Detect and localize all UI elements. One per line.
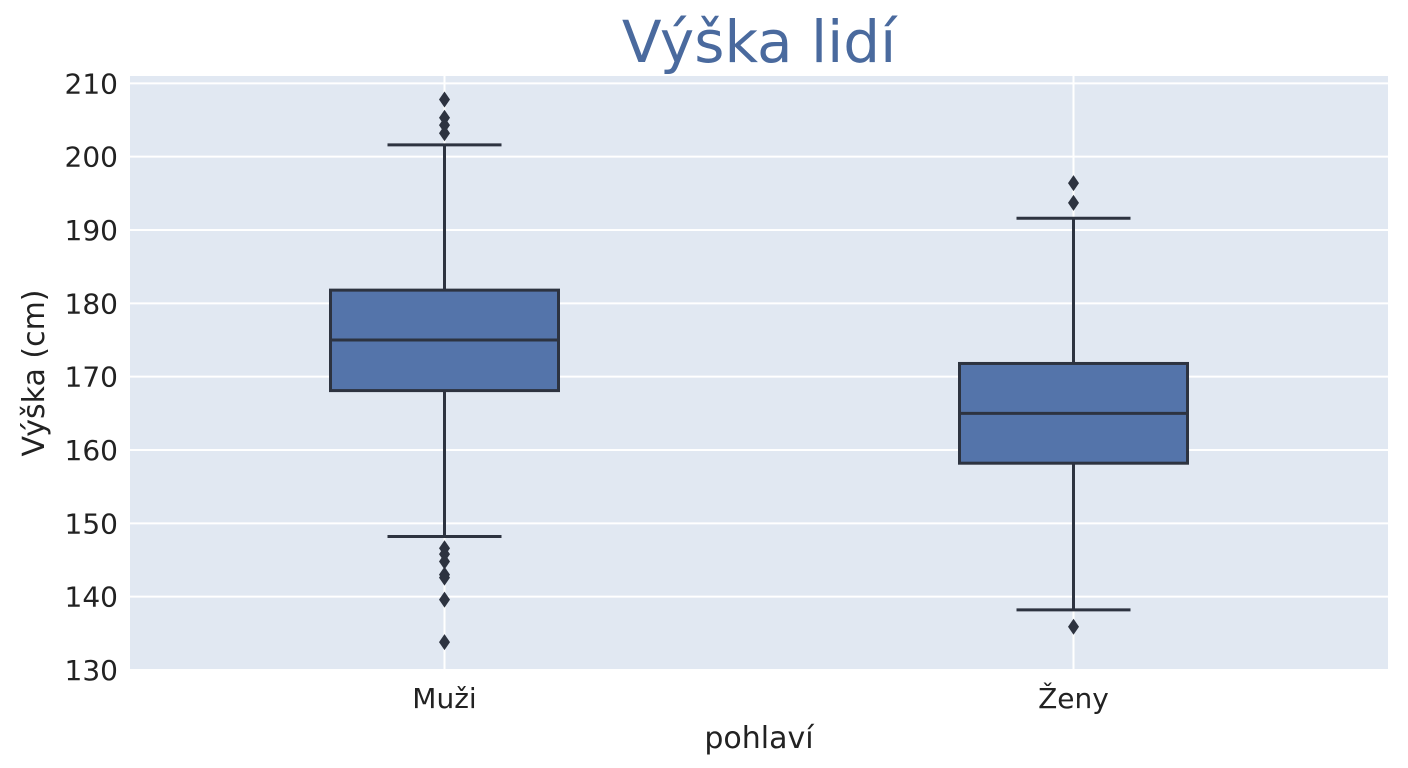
- chart-title: Výška lidí: [622, 8, 898, 76]
- outlier-point: [1068, 618, 1079, 635]
- y-tick-label: 180: [65, 287, 118, 320]
- x-tick-label: Ženy: [1038, 681, 1109, 715]
- y-tick-label: 190: [65, 214, 118, 247]
- y-tick-label: 210: [65, 67, 118, 100]
- outlier-point: [439, 125, 450, 142]
- plot-area: [130, 76, 1388, 670]
- y-tick-label: 140: [65, 581, 118, 614]
- outlier-point: [439, 553, 450, 570]
- outlier-point: [439, 591, 450, 608]
- box-group: [958, 175, 1189, 635]
- y-tick-labels: 130 140 150 160 170 180 190 200 210: [65, 67, 118, 687]
- outlier-point: [1068, 194, 1079, 211]
- outlier-point: [439, 91, 450, 108]
- outlier-point: [439, 117, 450, 134]
- x-tick-label: Muži: [412, 682, 476, 715]
- x-tick-labels: Muži Ženy: [412, 681, 1109, 715]
- y-tick-label: 130: [65, 654, 118, 687]
- outlier-point: [439, 569, 450, 586]
- y-tick-label: 170: [65, 361, 118, 394]
- boxes: [329, 91, 1189, 651]
- box-group: [329, 91, 560, 651]
- outlier-point: [439, 634, 450, 651]
- outlier-point: [1068, 175, 1079, 192]
- y-tick-label: 150: [65, 507, 118, 540]
- y-tick-label: 200: [65, 141, 118, 174]
- x-axis-label: pohlaví: [704, 721, 815, 756]
- y-axis-label: Výška (cm): [17, 290, 52, 457]
- y-tick-label: 160: [65, 434, 118, 467]
